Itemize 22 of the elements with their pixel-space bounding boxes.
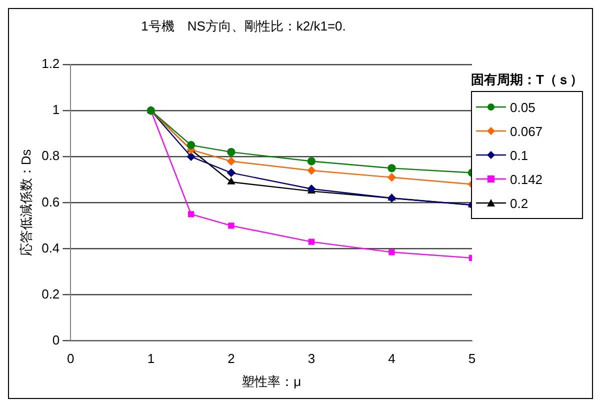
chart-title: 1号機 NS方向、剛性比：k2/k1=0. [141,18,346,34]
y-tick-label: 0.2 [42,286,60,302]
y-tick-label: 1 [52,102,60,118]
y-tick-label: 0.8 [42,148,60,164]
y-tick-label: 0 [52,332,60,348]
y-axis-title: 応答低減係数：Ds [18,148,34,256]
y-tick-label: 0.6 [42,194,60,210]
y-tick-label: 1.2 [42,56,60,72]
x-tick-label: 5 [468,351,476,366]
legend-label: 0.1 [510,148,528,162]
x-tick-label: 4 [388,351,396,366]
x-tick-label: 3 [308,351,316,366]
y-tick-label: 0.4 [42,240,60,256]
x-tick-label: 0 [67,351,74,366]
legend-label: 0.05 [510,100,536,114]
legend-title: 固有周期：T（ｓ） [471,71,583,89]
x-tick-label: 1 [147,351,155,366]
legend-label: 0.2 [510,196,528,210]
legend-label: 0.067 [510,124,543,138]
x-tick-label: 2 [228,351,235,366]
x-axis-title: 塑性率：μ [242,374,302,389]
legend-label: 0.142 [510,172,543,186]
